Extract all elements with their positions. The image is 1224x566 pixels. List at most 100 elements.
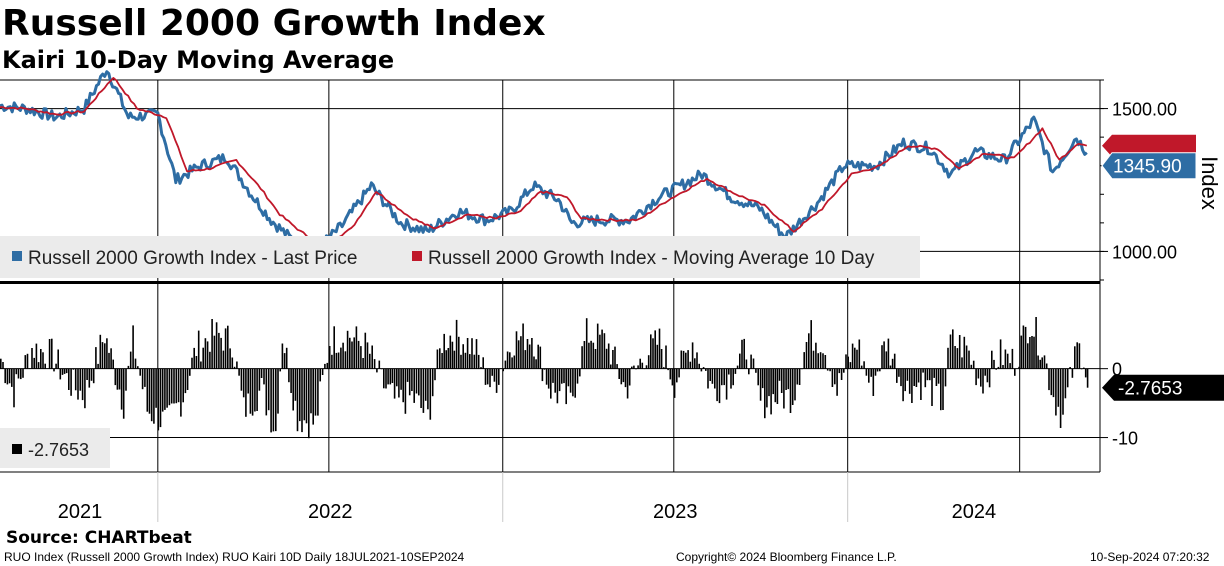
kairi-bar: [424, 368, 427, 401]
kairi-bar: [177, 368, 180, 403]
kairi-last-value-tag: [1102, 374, 1224, 401]
kairi-bar: [1035, 317, 1037, 369]
kairi-bar: [312, 368, 314, 425]
kairi-bar: [952, 329, 954, 369]
kairi-bar: [159, 368, 162, 428]
kairi-bar: [310, 368, 312, 414]
kairi-bar: [984, 368, 986, 376]
kairi-bar: [926, 368, 929, 381]
kairi-bar: [371, 345, 373, 369]
kairi-bar: [854, 347, 856, 369]
kairi-bar: [567, 368, 570, 387]
kairi-bar: [958, 335, 961, 369]
kairi-bar: [65, 368, 68, 374]
kairi-bar: [558, 368, 561, 392]
kairi-bar: [1084, 368, 1087, 378]
kairi-bar: [502, 368, 504, 372]
kairi-bar: [373, 359, 376, 369]
kairi-bar: [801, 368, 803, 370]
kairi-bar: [511, 357, 513, 369]
kairi-bar: [879, 368, 881, 372]
kairi-bar: [645, 365, 648, 369]
kairi-bar: [1050, 368, 1053, 396]
kairi-bar: [528, 344, 531, 369]
price-legend-box: [0, 236, 920, 278]
kairi-bar: [265, 368, 268, 416]
kairi-bar: [1083, 367, 1085, 369]
kairi-bar: [776, 368, 779, 404]
kairi-bar: [256, 368, 258, 411]
kairi-bar: [539, 346, 542, 369]
kairi-bar: [1074, 346, 1076, 369]
kairi-bar: [935, 368, 938, 386]
kairi-bar: [942, 368, 944, 410]
kairi-bar: [90, 368, 93, 381]
kairi-bar: [870, 368, 872, 377]
kairi-bar: [477, 354, 480, 369]
x-tick-label: 2022: [308, 501, 353, 523]
kairi-bar: [1024, 326, 1027, 369]
kairi-bar: [772, 368, 774, 395]
kairi-bar: [660, 349, 663, 369]
kairi-bar: [972, 360, 975, 369]
kairi-bar: [344, 351, 347, 369]
kairi-bar: [11, 368, 13, 387]
kairi-bar: [79, 368, 82, 391]
kairi-bar: [616, 364, 618, 369]
kairi-bar: [711, 368, 714, 384]
kairi-bar: [834, 368, 836, 385]
kairi-bar: [849, 362, 852, 369]
kairi-last-value-label: -2.7653: [1118, 379, 1182, 400]
kairi-bar: [393, 368, 396, 399]
kairi-bar: [696, 352, 698, 369]
price-tick-label: 1500.00: [1112, 100, 1177, 120]
kairi-bar: [637, 365, 639, 369]
kairi-bar: [231, 357, 234, 369]
kairi-bar: [893, 353, 896, 369]
kairi-bar: [743, 338, 745, 369]
kairi-legend-swatch: [12, 444, 22, 454]
kairi-bar: [787, 368, 790, 390]
kairi-bar: [431, 368, 434, 397]
kairi-bar: [872, 368, 875, 396]
kairi-bar: [603, 333, 606, 369]
kairi-bar: [331, 354, 333, 369]
kairi-bar: [418, 368, 420, 396]
legend-label-ma: Russell 2000 Growth Index - Moving Avera…: [428, 248, 875, 269]
kairi-bar: [200, 361, 202, 369]
kairi-bar: [378, 360, 381, 369]
kairi-bar: [400, 368, 402, 390]
kairi-bar: [146, 368, 149, 412]
kairi-bar: [671, 368, 674, 386]
price-last-value-tag: [1101, 152, 1197, 180]
kairi-bar: [251, 368, 254, 416]
kairi-bar: [364, 332, 367, 369]
kairi-bar: [1009, 363, 1011, 369]
kairi-bar: [736, 365, 739, 369]
kairi-bar: [28, 368, 31, 369]
kairi-bar: [40, 349, 42, 369]
kairi-bar: [1043, 355, 1046, 369]
kairi-bar: [469, 354, 471, 369]
kairi-bar: [673, 368, 676, 398]
kairi-bar: [665, 345, 667, 369]
kairi-bar: [86, 368, 88, 380]
kairi-bar: [321, 368, 324, 375]
kairi-bar: [387, 368, 389, 385]
kairi-bar: [526, 339, 529, 369]
kairi-bar: [413, 368, 415, 403]
kairi-bar: [596, 323, 599, 369]
kairi-bar: [1002, 365, 1004, 369]
kairi-bar: [851, 343, 854, 369]
kairi-bar: [585, 318, 588, 369]
kairi-bar: [33, 357, 35, 369]
kairi-bar: [333, 326, 335, 369]
kairi-bar: [794, 368, 796, 401]
kairi-bar: [404, 368, 407, 414]
kairi-bar: [956, 348, 959, 369]
kairi-bar: [157, 368, 160, 431]
price-last-value-label: 1345.90: [1113, 157, 1182, 178]
kairi-bar: [153, 368, 155, 424]
kairi-bar: [301, 368, 303, 433]
footer-timestamp: 10-Sep-2024 07:20:32: [1090, 550, 1210, 564]
